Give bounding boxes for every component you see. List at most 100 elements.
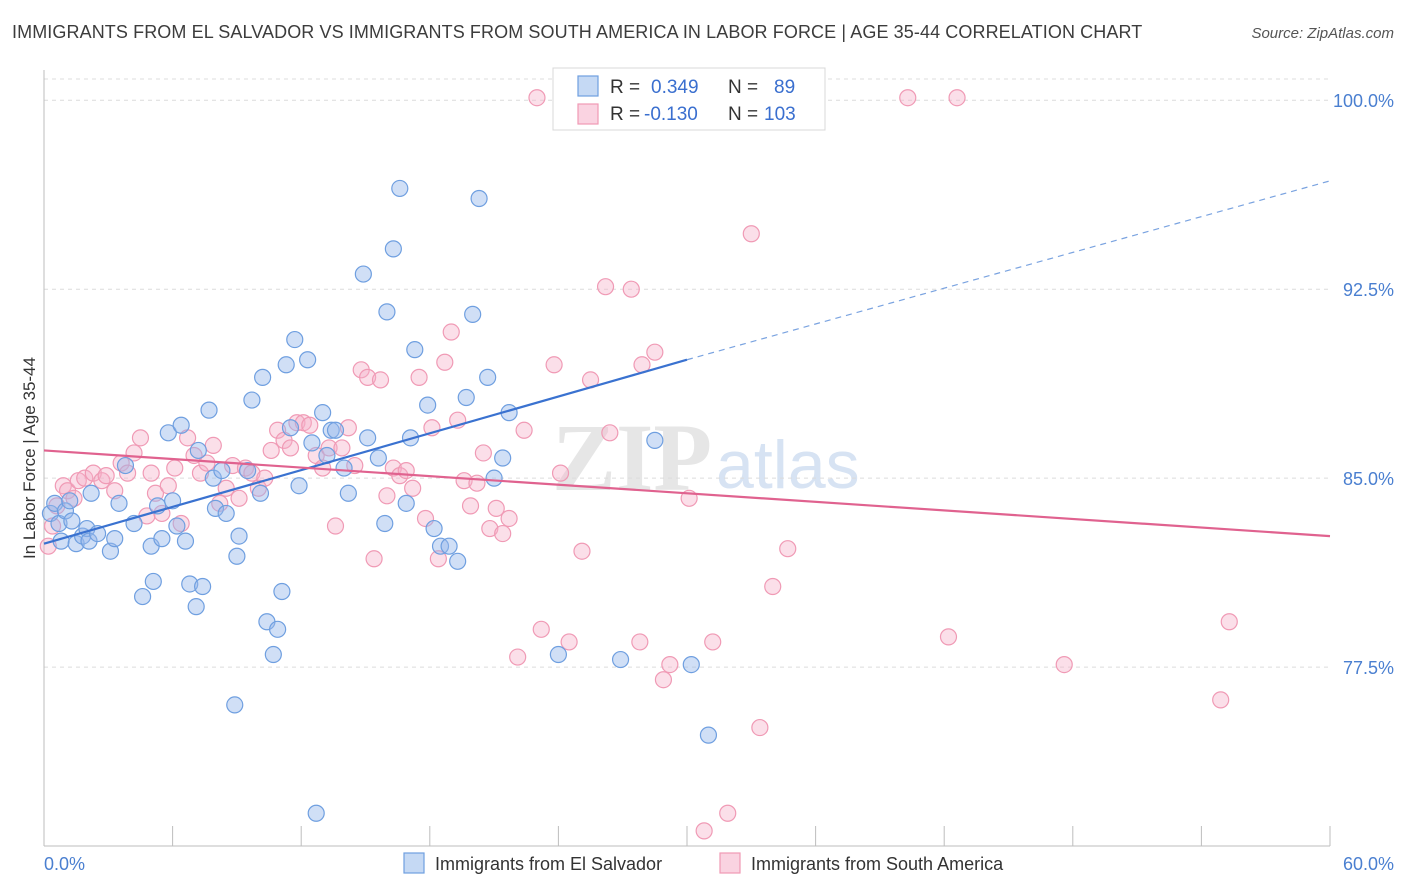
el-salvador-point-80 bbox=[485, 469, 503, 487]
el-salvador-point-5 bbox=[61, 492, 79, 510]
y-tick-label-2: 92.5% bbox=[1343, 280, 1394, 300]
south-america-point-92 bbox=[704, 633, 722, 651]
y-tick-labels: 77.5% 85.0% 92.5% 100.0% bbox=[1333, 91, 1394, 678]
el-salvador-point-86 bbox=[682, 655, 700, 674]
el-salvador-point-34 bbox=[206, 499, 225, 517]
el-salvador-point-6 bbox=[63, 512, 81, 530]
south-america-point-96 bbox=[751, 718, 769, 737]
south-america-point-26 bbox=[198, 454, 216, 472]
el-salvador-point-48 bbox=[277, 356, 295, 374]
el-salvador-point-83 bbox=[549, 645, 568, 664]
y-tick-label-3: 100.0% bbox=[1333, 91, 1394, 111]
el-salvador-point-51 bbox=[290, 477, 308, 495]
gridlines bbox=[44, 78, 1330, 668]
south-america-point-46 bbox=[326, 517, 345, 535]
el-salvador-point-76 bbox=[457, 388, 475, 407]
legend-n-value-2: 103 bbox=[764, 104, 796, 125]
el-salvador-point-81 bbox=[494, 449, 512, 467]
el-salvador-point-35 bbox=[213, 461, 231, 480]
el-salvador-point-46 bbox=[269, 620, 287, 638]
el-salvador-point-63 bbox=[369, 449, 387, 467]
el-salvador-point-43 bbox=[254, 368, 272, 386]
el-salvador-point-71 bbox=[419, 396, 437, 414]
south-america-point-78 bbox=[545, 356, 563, 374]
bottom-legend-swatch-south-america bbox=[719, 852, 741, 874]
legend-n-label-1: N = bbox=[728, 77, 758, 98]
el-salvador-point-40 bbox=[239, 461, 257, 480]
el-salvador-point-42 bbox=[251, 484, 270, 502]
el-salvador-point-72 bbox=[425, 519, 443, 538]
south-america-point-68 bbox=[468, 474, 486, 492]
el-salvador-point-47 bbox=[273, 582, 291, 601]
south-america-point-89 bbox=[654, 671, 673, 689]
south-america-point-86 bbox=[631, 633, 649, 651]
el-salvador-point-4 bbox=[56, 502, 75, 520]
south-america-point-69 bbox=[474, 444, 492, 462]
south-america-point-104 bbox=[1220, 613, 1238, 631]
south-america-point-95 bbox=[742, 225, 760, 243]
el-salvador-point-38 bbox=[230, 527, 248, 545]
legend-r-label-2: R = bbox=[610, 104, 640, 125]
south-america-point-80 bbox=[560, 633, 578, 651]
el-salvador-point-54 bbox=[307, 804, 325, 822]
south-america-point-77 bbox=[532, 620, 550, 638]
south-america-point-15 bbox=[131, 429, 150, 447]
south-america-point-48 bbox=[339, 419, 357, 437]
el-salvador-point-78 bbox=[470, 189, 488, 208]
el-salvador-point-79 bbox=[479, 368, 497, 386]
el-salvador-point-22 bbox=[153, 530, 171, 548]
south-america-point-66 bbox=[455, 472, 473, 490]
trend-lines bbox=[43, 180, 1331, 545]
el-salvador-point-15 bbox=[110, 494, 128, 512]
bottom-legend-label-el-salvador: Immigrants from El Salvador bbox=[435, 854, 662, 874]
watermark-atlas: atlas bbox=[716, 427, 860, 503]
el-salvador-point-49 bbox=[281, 419, 300, 437]
south-america-point-90 bbox=[661, 655, 679, 674]
south-america-point-83 bbox=[596, 278, 615, 296]
south-america-point-67 bbox=[461, 497, 480, 515]
el-salvador-point-84 bbox=[611, 650, 630, 669]
south-america-point-102 bbox=[1055, 655, 1073, 674]
el-salvador-point-65 bbox=[378, 303, 396, 321]
south-america-point-39 bbox=[281, 439, 300, 457]
south-america-point-103 bbox=[1212, 691, 1230, 709]
el-salvador-point-53 bbox=[303, 434, 321, 452]
el-salvador-trend-line bbox=[43, 358, 688, 545]
south-america-point-72 bbox=[494, 524, 512, 543]
el-salvador-point-29 bbox=[187, 598, 205, 616]
south-america-point-30 bbox=[224, 456, 242, 475]
south-america-point-75 bbox=[515, 421, 533, 439]
south-america-point-17 bbox=[142, 464, 160, 482]
el-salvador-point-28 bbox=[181, 575, 199, 593]
south-america-point-31 bbox=[230, 489, 248, 507]
south-america-point-54 bbox=[378, 487, 396, 505]
bottom-legend-swatch-el-salvador bbox=[403, 852, 425, 874]
el-salvador-point-58 bbox=[326, 421, 345, 439]
el-salvador-point-75 bbox=[449, 552, 467, 570]
el-salvador-point-59 bbox=[335, 459, 353, 477]
legend-n-label-2: N = bbox=[728, 104, 758, 125]
el-salvador-point-37 bbox=[226, 696, 244, 714]
south-america-point-71 bbox=[487, 499, 505, 517]
x-tick-label-max: 60.0% bbox=[1343, 854, 1394, 874]
south-america-point-81 bbox=[573, 542, 591, 560]
stats-legend: R = 0.349 N = 89 R = -0.130 N = 103 bbox=[552, 67, 826, 131]
south-america-point-93 bbox=[695, 822, 713, 840]
south-america-point-7 bbox=[76, 469, 94, 487]
el-salvador-point-26 bbox=[172, 416, 190, 434]
el-salvador-point-55 bbox=[314, 404, 332, 422]
legend-n-value-1: 89 bbox=[774, 77, 795, 98]
el-salvador-point-61 bbox=[354, 265, 372, 283]
el-salvador-point-87 bbox=[699, 726, 718, 744]
y-tick-label-1: 85.0% bbox=[1343, 469, 1394, 489]
el-salvador-point-25 bbox=[168, 517, 186, 535]
el-salvador-point-50 bbox=[286, 330, 304, 349]
south-america-point-42 bbox=[301, 416, 319, 434]
south-america-points bbox=[39, 89, 1238, 840]
south-america-point-97 bbox=[764, 577, 782, 596]
el-salvador-point-11 bbox=[82, 484, 100, 502]
el-salvador-point-62 bbox=[359, 429, 377, 447]
el-salvador-point-23 bbox=[159, 424, 177, 442]
south-america-point-51 bbox=[359, 368, 377, 386]
south-america-point-52 bbox=[365, 550, 383, 568]
